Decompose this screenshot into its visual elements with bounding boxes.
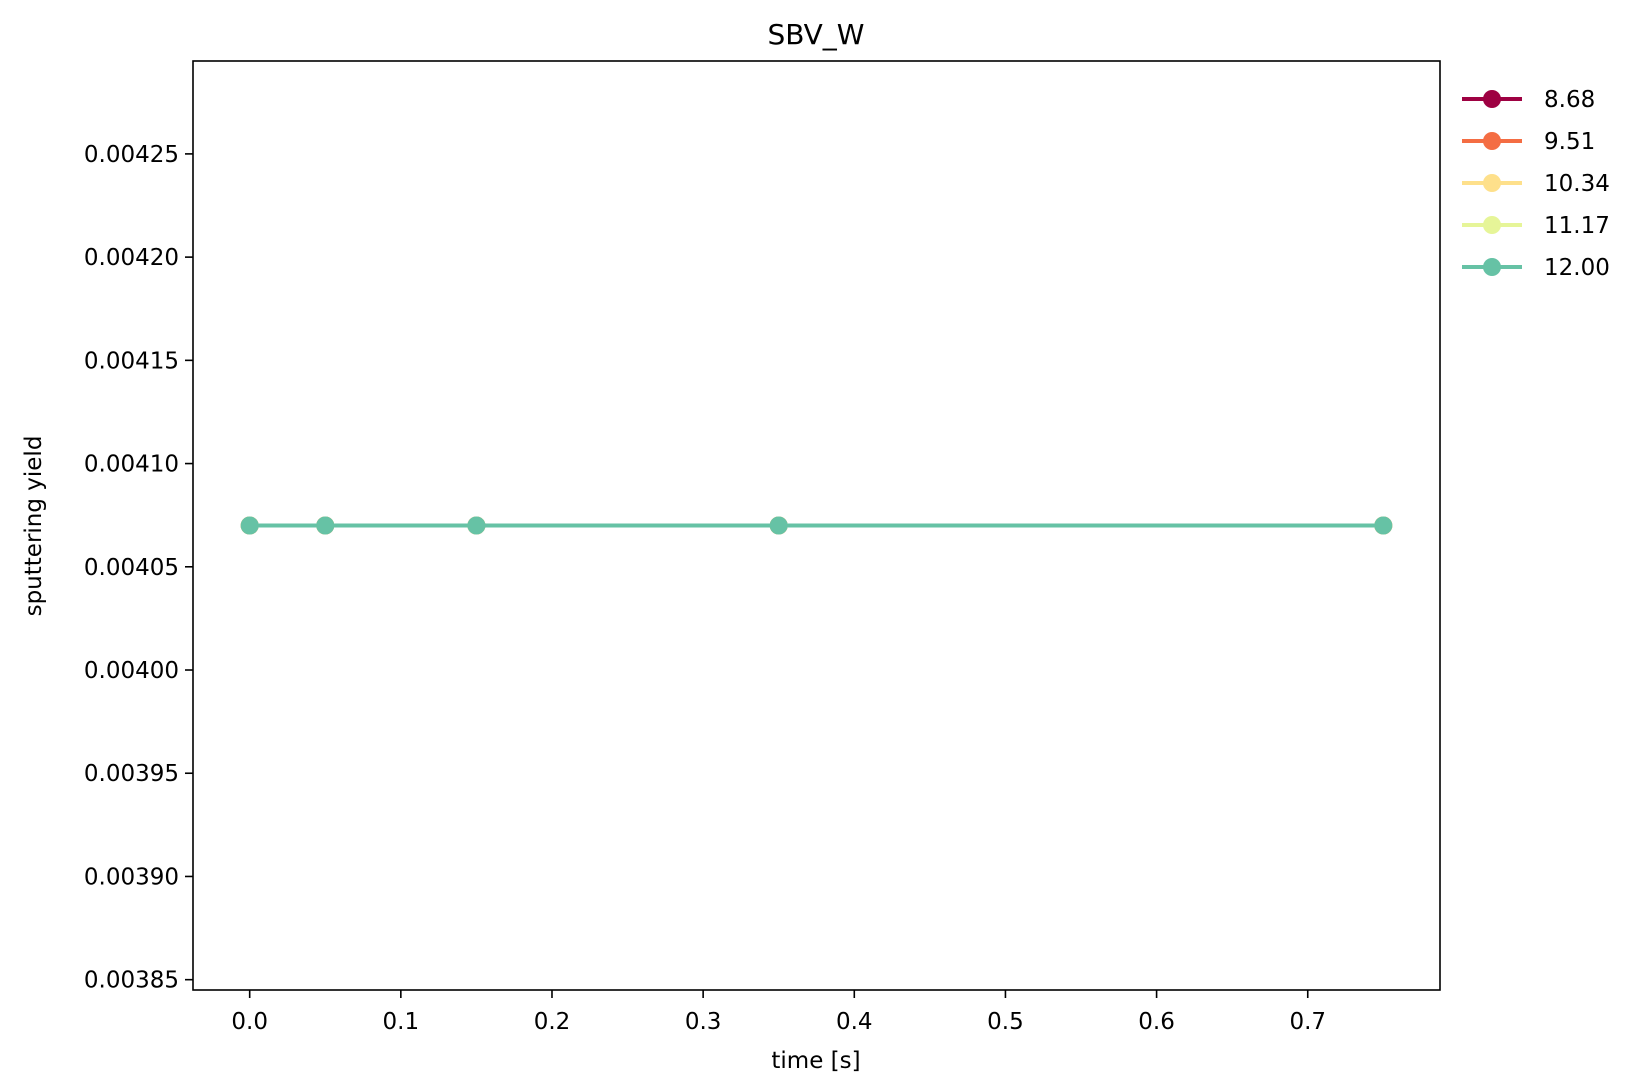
- y-tick-label: 0.00410: [84, 452, 179, 478]
- legend-marker: [1483, 132, 1501, 150]
- y-tick-label: 0.00390: [84, 864, 179, 890]
- plot-frame: [192, 60, 1441, 991]
- x-tick-label: 0.6: [1138, 1009, 1175, 1035]
- data-point: [240, 516, 259, 535]
- y-axis: 0.00385 0.00390 0.00395 0.00400 0.00405 0.004…: [84, 142, 193, 994]
- y-tick-label: 0.00415: [84, 348, 179, 374]
- legend-label: 12.00: [1544, 255, 1610, 281]
- legend-marker: [1483, 258, 1501, 276]
- x-tick-label: 0.5: [987, 1009, 1024, 1035]
- x-tick-label: 0.7: [1289, 1009, 1326, 1035]
- legend: 8.68 9.51 10.34 11.17 12.00: [1462, 87, 1610, 281]
- x-tick-label: 0.2: [534, 1009, 571, 1035]
- y-tick-label: 0.00405: [84, 555, 179, 581]
- x-tick-label: 0.4: [836, 1009, 873, 1035]
- x-axis: 0.0 0.1 0.2 0.3 0.4 0.5 0.6 0.7: [231, 990, 1326, 1035]
- data-point: [316, 516, 335, 535]
- data-point: [467, 516, 486, 535]
- data-point: [1374, 516, 1393, 535]
- plot-area: [240, 516, 1393, 535]
- legend-marker: [1483, 216, 1501, 234]
- y-tick-label: 0.00400: [84, 658, 179, 684]
- legend-label: 10.34: [1544, 171, 1610, 197]
- legend-label: 8.68: [1544, 87, 1595, 113]
- legend-marker: [1483, 174, 1501, 192]
- legend-label: 11.17: [1544, 213, 1610, 239]
- y-axis-label: sputtering yield: [21, 436, 47, 617]
- y-tick-label: 0.00395: [84, 761, 179, 787]
- x-axis-label: time [s]: [771, 1048, 860, 1074]
- chart-title: SBV_W: [768, 18, 865, 51]
- y-tick-label: 0.00420: [84, 245, 179, 271]
- x-tick-label: 0.1: [383, 1009, 420, 1035]
- legend-label: 9.51: [1544, 129, 1595, 155]
- x-tick-label: 0.3: [685, 1009, 722, 1035]
- legend-marker: [1483, 90, 1501, 108]
- data-point: [769, 516, 788, 535]
- x-tick-label: 0.0: [231, 1009, 268, 1035]
- y-tick-label: 0.00385: [84, 968, 179, 994]
- y-tick-label: 0.00425: [84, 142, 179, 168]
